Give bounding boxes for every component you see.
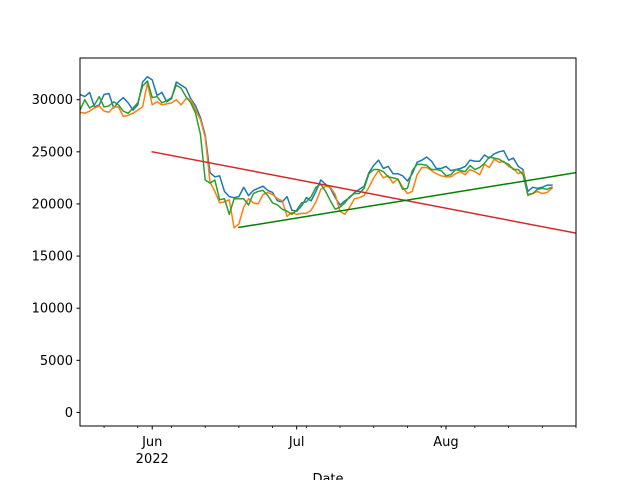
y-tick-label: 15000	[32, 250, 73, 265]
x-tick-label: Aug	[433, 435, 458, 450]
series-line-1	[80, 76, 553, 212]
series-line-2	[80, 82, 553, 229]
x-tick-sublabel: 2022	[136, 452, 169, 467]
series-line-5	[238, 171, 576, 229]
y-tick-label: 5000	[40, 354, 73, 369]
series-line-4	[151, 150, 576, 234]
series-line-3	[80, 80, 553, 216]
y-tick-label: 30000	[32, 93, 73, 108]
y-axis: 0 5000 10000 15000 20000 25000 30000	[32, 93, 80, 421]
series-layer	[80, 76, 576, 234]
y-tick-label: 20000	[32, 197, 73, 212]
y-tick-label: 25000	[32, 145, 73, 160]
x-axis-label: Date	[312, 472, 343, 480]
y-tick-label: 10000	[32, 302, 73, 317]
x-tick-label: Jun	[141, 435, 162, 450]
x-tick-label: Jul	[288, 435, 305, 450]
x-axis: Jun 2022 Jul Aug	[103, 426, 577, 467]
plot-frame	[79, 57, 577, 427]
y-tick-label: 0	[65, 406, 73, 421]
